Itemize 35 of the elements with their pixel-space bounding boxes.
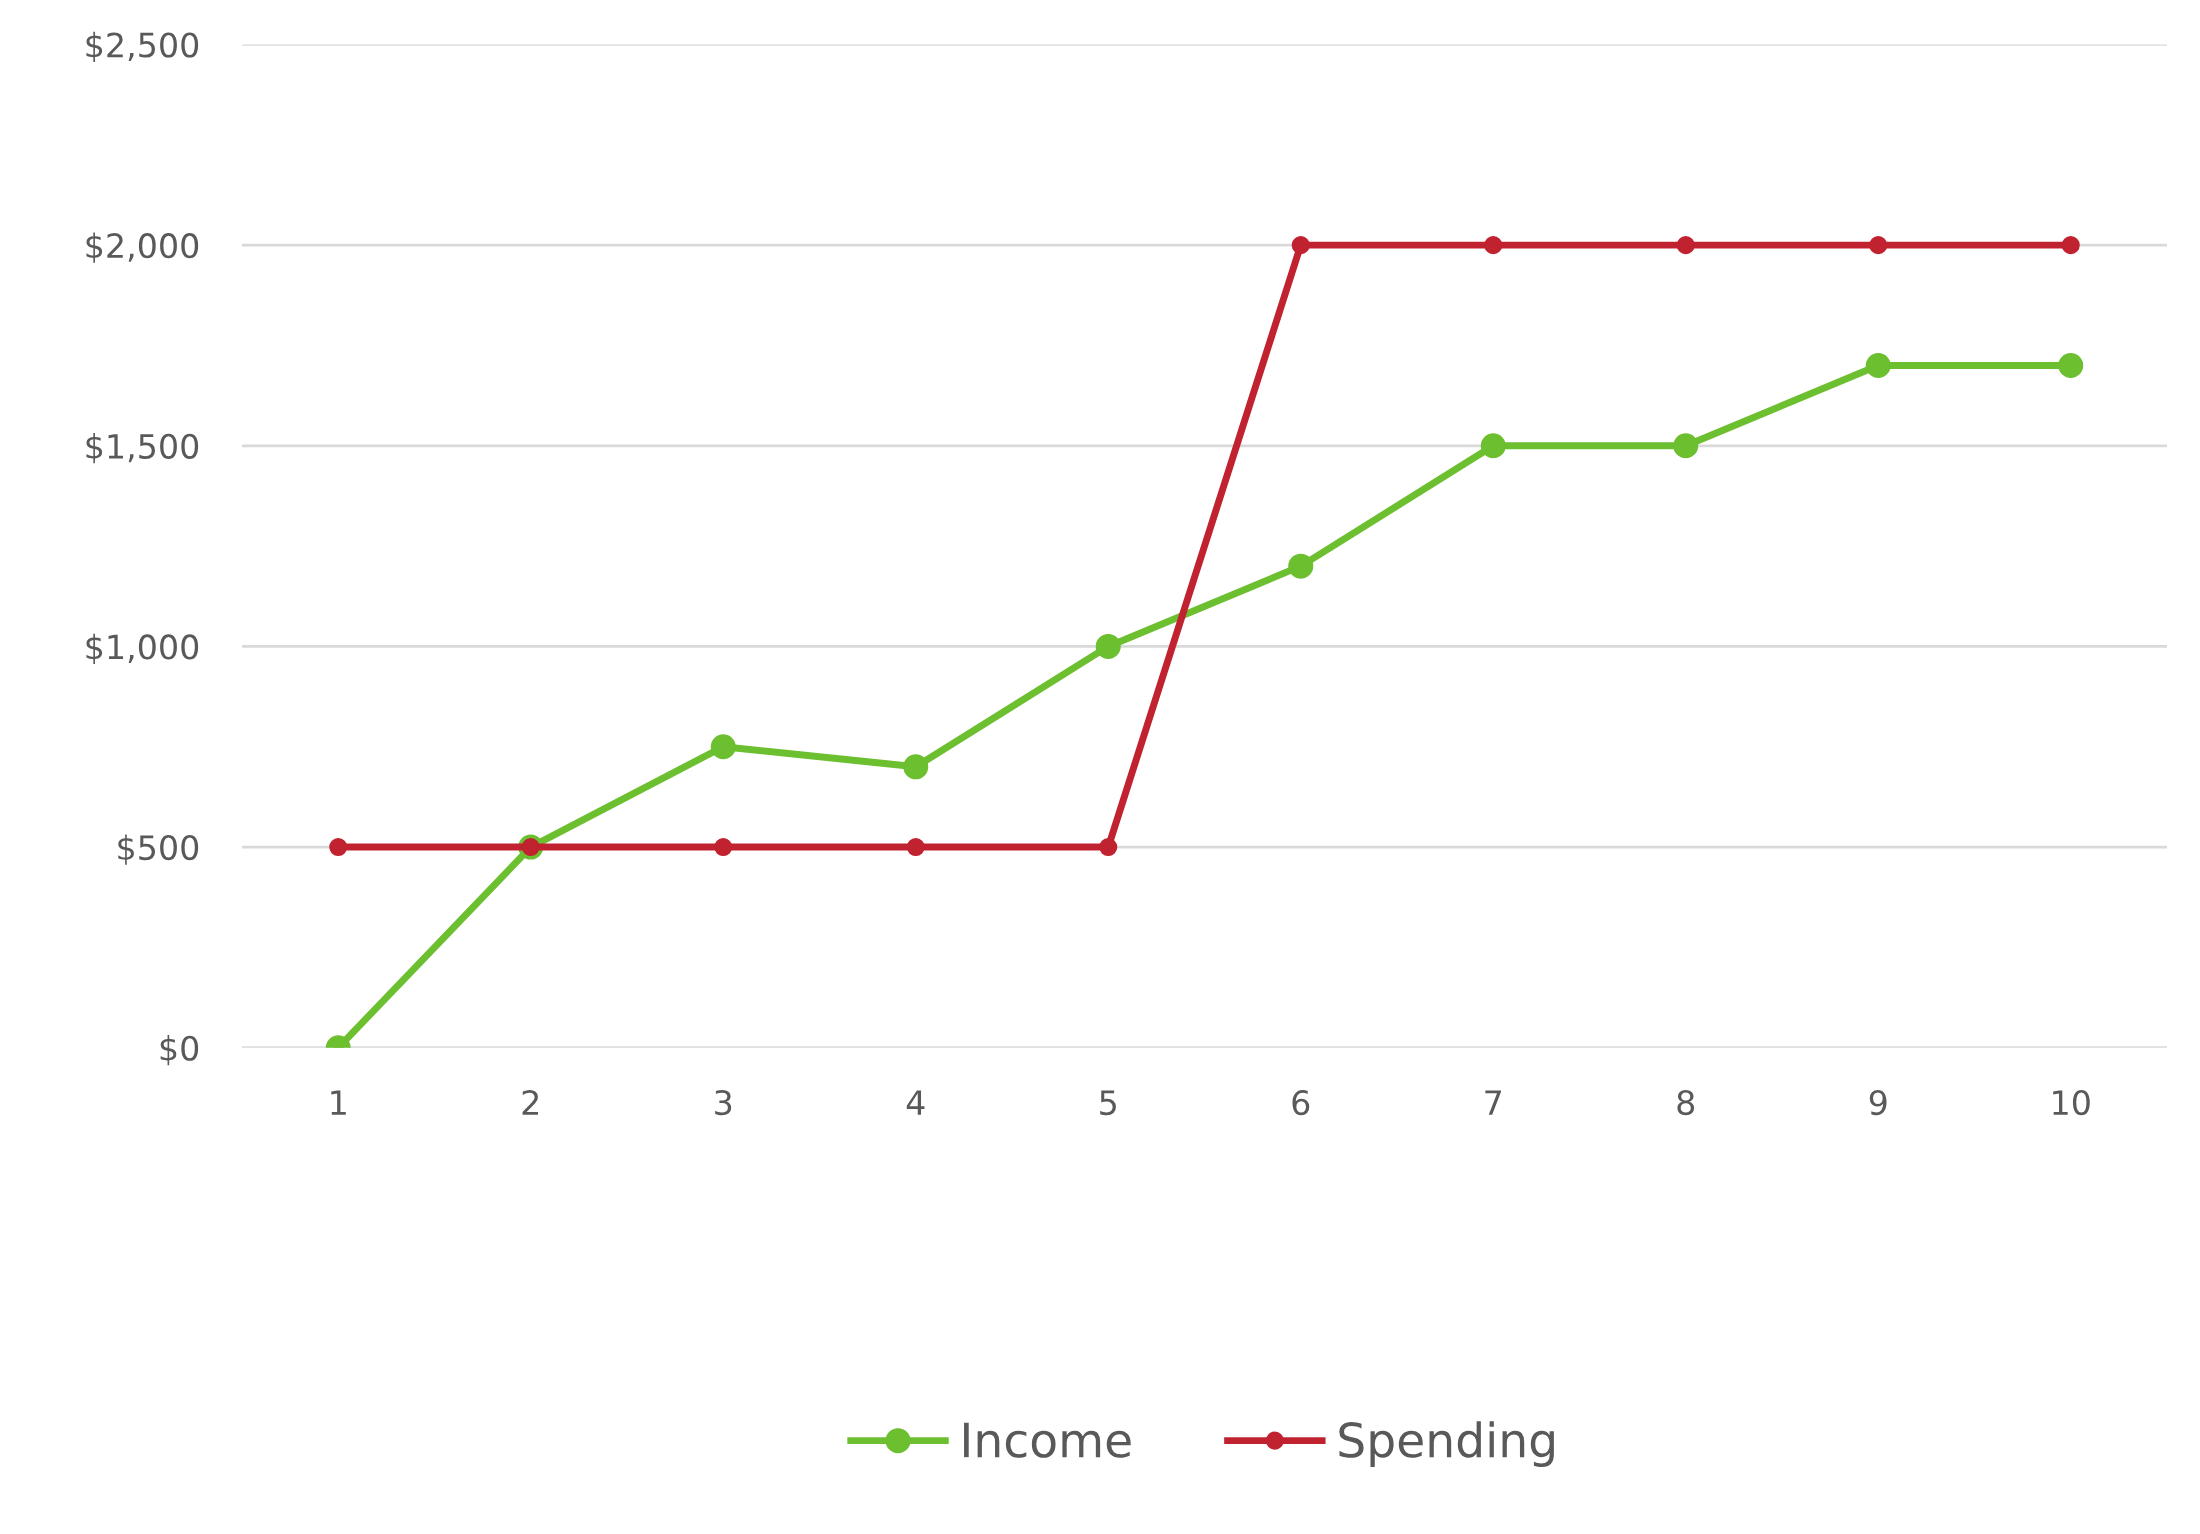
x-tick-label: 5 [1100, 1090, 1116, 1116]
point [1480, 433, 1506, 459]
point [1869, 236, 1888, 255]
legend-label: Spending [1339, 1421, 1554, 1467]
legend-label: Income [964, 1422, 1131, 1458]
point [2061, 236, 2080, 255]
x-tick-label: 6 [1292, 1089, 1310, 1116]
x-tick-label: 3 [715, 1089, 732, 1116]
point [329, 838, 348, 857]
point [903, 754, 929, 780]
point [1484, 236, 1503, 255]
point [710, 734, 736, 760]
x-tick-label: 9 [1869, 1089, 1887, 1116]
x-tick-label: 1 [331, 1090, 346, 1115]
y-tick-label: $500 [118, 834, 199, 865]
x-tick-label: 8 [1677, 1089, 1695, 1116]
y-tick-label: $1,500 [86, 433, 199, 464]
x-tick-label: 4 [906, 1090, 925, 1115]
x-tick-label: 7 [1485, 1090, 1502, 1115]
point [1676, 236, 1695, 255]
point [714, 838, 733, 857]
point [1865, 353, 1891, 379]
point [906, 838, 925, 857]
y-tick-label: $1,000 [86, 633, 199, 664]
y-tick-label: $2,000 [86, 232, 199, 263]
point [1095, 633, 1121, 659]
x-tick-label: 10 [2053, 1089, 2090, 1116]
point [1673, 433, 1699, 459]
point [2058, 353, 2084, 379]
y-tick-label: $2,500 [86, 31, 199, 63]
point [1291, 236, 1310, 255]
point [1099, 838, 1118, 857]
point [1288, 553, 1314, 579]
y-tick-label: $0 [160, 1035, 199, 1066]
x-tick-label: 2 [522, 1089, 539, 1115]
